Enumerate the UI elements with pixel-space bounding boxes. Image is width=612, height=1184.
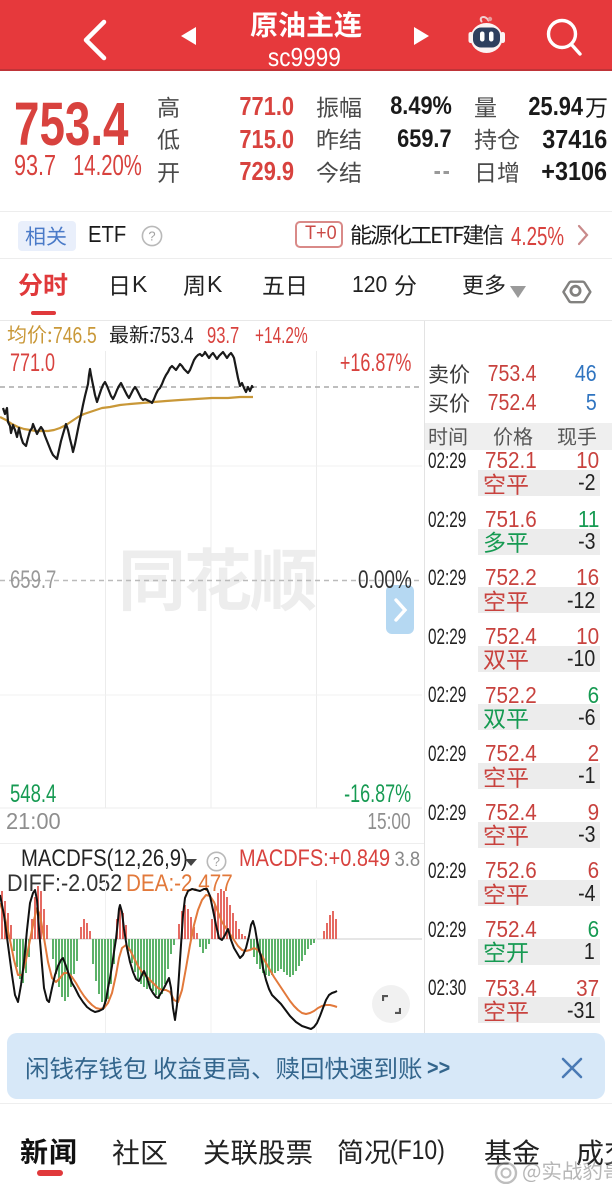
svg-text:?: ? bbox=[213, 855, 220, 869]
svg-text:?: ? bbox=[148, 228, 155, 243]
